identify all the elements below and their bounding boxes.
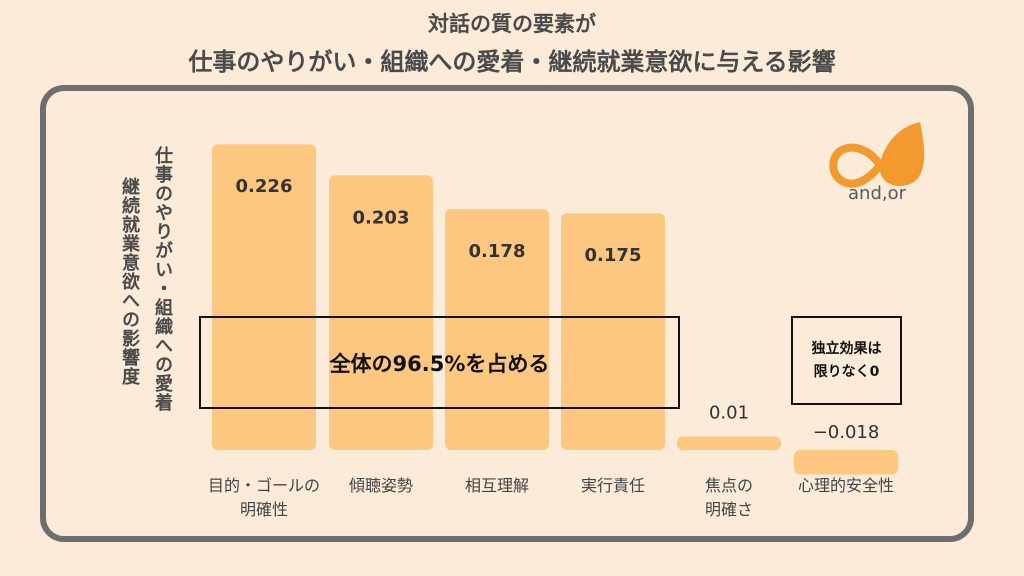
callout-side-line1: 独立効果は — [811, 341, 882, 358]
category-label-3: 実行責任 — [581, 476, 645, 495]
bar-1 — [329, 175, 433, 450]
value-label-2: 0.178 — [469, 241, 526, 262]
category-label-5: 心理的安全性 — [798, 476, 894, 495]
value-label-4: 0.01 — [709, 402, 749, 423]
bar-5 — [794, 450, 898, 475]
value-label-5: −0.018 — [813, 422, 880, 443]
callout-main-text: 全体の96.5%を占める — [329, 351, 550, 376]
chart-frame — [40, 85, 974, 542]
infinity-drop-icon — [829, 122, 925, 188]
y-axis-label-line2: 継続就業意欲への影響度 — [119, 177, 140, 386]
bar-2 — [445, 209, 549, 450]
callout-side: 独立効果は 限りなく0 — [791, 316, 902, 405]
value-label-1: 0.203 — [353, 207, 410, 228]
category-label-4-line1: 焦点の — [705, 476, 753, 495]
bar-4 — [677, 436, 781, 450]
value-label-0: 0.226 — [236, 176, 293, 197]
category-label-2: 相互理解 — [465, 476, 529, 495]
category-label-1: 傾聴姿勢 — [349, 476, 413, 495]
bar-3 — [561, 213, 665, 450]
logo-text: and,or — [848, 183, 906, 204]
callout-main: 全体の96.5%を占める — [199, 316, 680, 409]
chart-title-line1: 対話の質の要素が — [428, 12, 596, 36]
bar-0 — [212, 144, 316, 451]
category-label-0-line1: 目的・ゴールの — [208, 476, 320, 495]
value-label-3: 0.175 — [585, 245, 642, 266]
callout-side-line2: 限りなく0 — [813, 363, 880, 380]
category-label-0-line2: 明確性 — [240, 500, 288, 519]
chart-title-line2: 仕事のやりがい・組織への愛着・継続就業意欲に与える影響 — [188, 48, 836, 76]
y-axis-label-line1: 仕事のやりがい・組織への愛着 — [152, 146, 173, 412]
category-label-4-line2: 明確さ — [705, 500, 753, 519]
